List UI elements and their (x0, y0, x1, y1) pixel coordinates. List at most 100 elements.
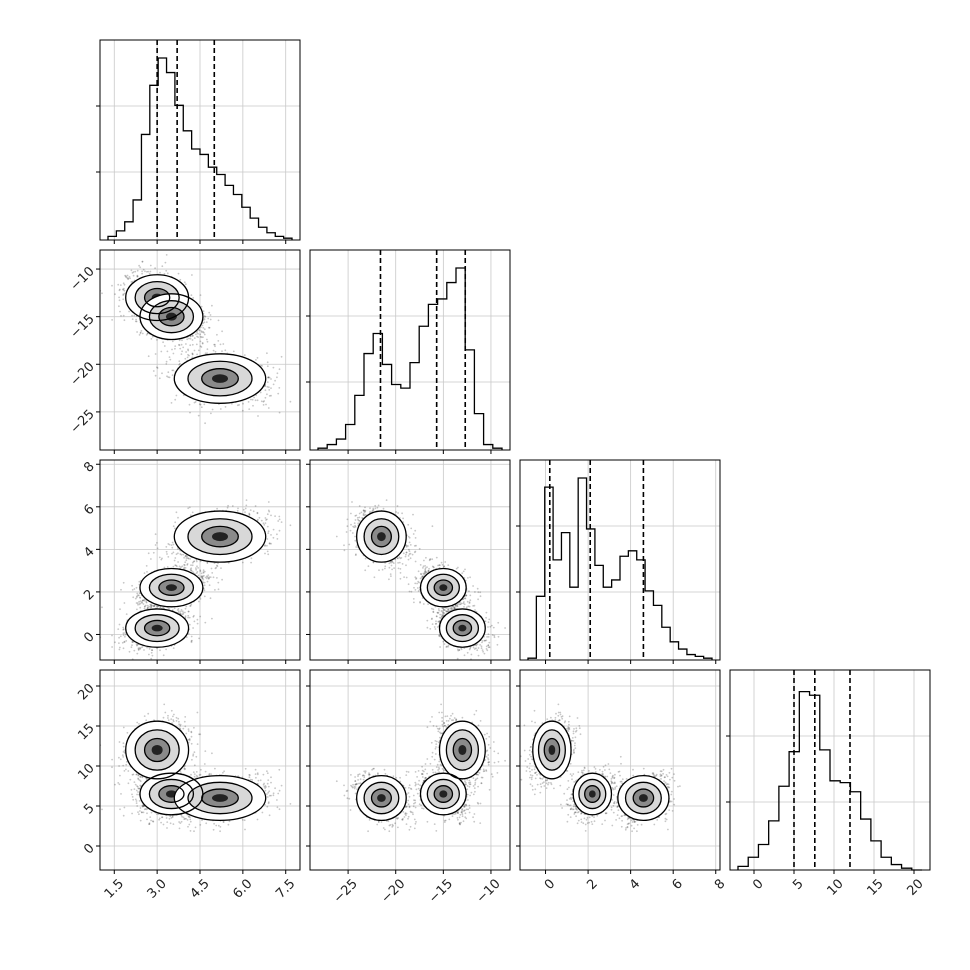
sample-point (200, 575, 203, 577)
sample-point (139, 266, 142, 269)
sample-point (266, 352, 268, 355)
sample-point (197, 336, 200, 338)
sample-point (260, 400, 263, 403)
sample-point (181, 350, 184, 353)
sample-point (191, 356, 194, 359)
hist-bars (317, 267, 503, 450)
sample-point (130, 281, 133, 283)
x-tick-label: 20 (904, 876, 926, 898)
sample-point (179, 278, 182, 281)
sample-point (132, 274, 135, 277)
sample-point (138, 334, 141, 336)
sample-point (172, 369, 175, 372)
sample-point (199, 560, 202, 563)
sample-point (150, 606, 153, 609)
sample-point (129, 277, 132, 280)
sample-point (167, 376, 170, 378)
sample-point (224, 349, 227, 352)
sample-point (146, 606, 149, 609)
sample-point (209, 318, 212, 321)
sample-point (189, 568, 192, 571)
x-tick-label: 5 (790, 876, 806, 892)
panel-content (100, 499, 292, 660)
sample-point (211, 572, 214, 574)
sample-point (143, 605, 146, 608)
sample-point (191, 352, 194, 355)
sample-point (270, 514, 272, 517)
panel-frame (519, 459, 721, 661)
panel-content (100, 254, 292, 425)
sample-point (250, 398, 252, 401)
sample-point (200, 406, 203, 409)
sample-point (119, 288, 121, 291)
sample-point (212, 349, 215, 352)
sample-point (163, 607, 165, 609)
y-tick-label: −20 (68, 359, 98, 389)
sample-point (195, 568, 198, 571)
sample-point (221, 330, 224, 333)
sample-point (190, 569, 192, 572)
sample-point (202, 327, 205, 329)
sample-point (188, 403, 191, 406)
sample-point (160, 350, 163, 353)
sample-point (128, 310, 131, 313)
sample-point (168, 376, 171, 379)
sample-point (226, 506, 229, 509)
sample-point (190, 603, 193, 606)
contour-line (134, 280, 180, 315)
sample-point (130, 269, 133, 272)
sample-point (147, 552, 150, 555)
sample-point (217, 562, 219, 565)
sample-point (111, 319, 113, 321)
sample-point (174, 345, 177, 347)
sample-point (138, 594, 140, 597)
sample-point (120, 314, 122, 317)
sample-point (150, 605, 153, 607)
sample-point (266, 361, 269, 364)
sample-point (191, 334, 194, 337)
panel-2-2 (516, 459, 721, 664)
contour-line (139, 293, 204, 341)
y-tick-label: −10 (68, 264, 98, 294)
sample-point (266, 393, 268, 396)
sample-point (122, 626, 125, 629)
sample-point (243, 354, 246, 356)
sample-point (118, 299, 121, 302)
sample-point (202, 578, 205, 581)
sample-point (205, 321, 208, 323)
sample-point (199, 569, 202, 572)
sample-point (152, 605, 155, 608)
sample-point (163, 273, 166, 275)
sample-point (206, 352, 209, 355)
sample-point (177, 608, 180, 610)
sample-point (137, 603, 139, 606)
sample-point (289, 400, 292, 403)
sample-point (122, 293, 125, 296)
sample-point (136, 331, 139, 333)
sample-point (171, 552, 173, 555)
sample-point (270, 387, 272, 389)
sample-point (139, 331, 142, 334)
sample-point (191, 343, 194, 346)
sample-point (119, 310, 121, 313)
sample-point (147, 355, 150, 358)
sample-point (248, 512, 251, 515)
sample-point (176, 565, 178, 568)
sample-point (195, 559, 198, 561)
sample-point (153, 605, 156, 608)
sample-point (254, 399, 257, 402)
sample-point (122, 287, 125, 290)
sample-point (191, 353, 194, 355)
sample-point (186, 356, 189, 359)
sample-point (237, 507, 239, 510)
sample-point (280, 521, 283, 523)
sample-point (217, 319, 220, 322)
sample-point (264, 389, 267, 392)
sample-point (176, 609, 179, 611)
sample-point (262, 400, 265, 403)
sample-point (188, 354, 190, 357)
sample-point (136, 595, 139, 597)
sample-point (179, 553, 182, 555)
panel-3-3: 0 5 10 15 20 (726, 669, 931, 899)
sample-point (177, 272, 180, 275)
